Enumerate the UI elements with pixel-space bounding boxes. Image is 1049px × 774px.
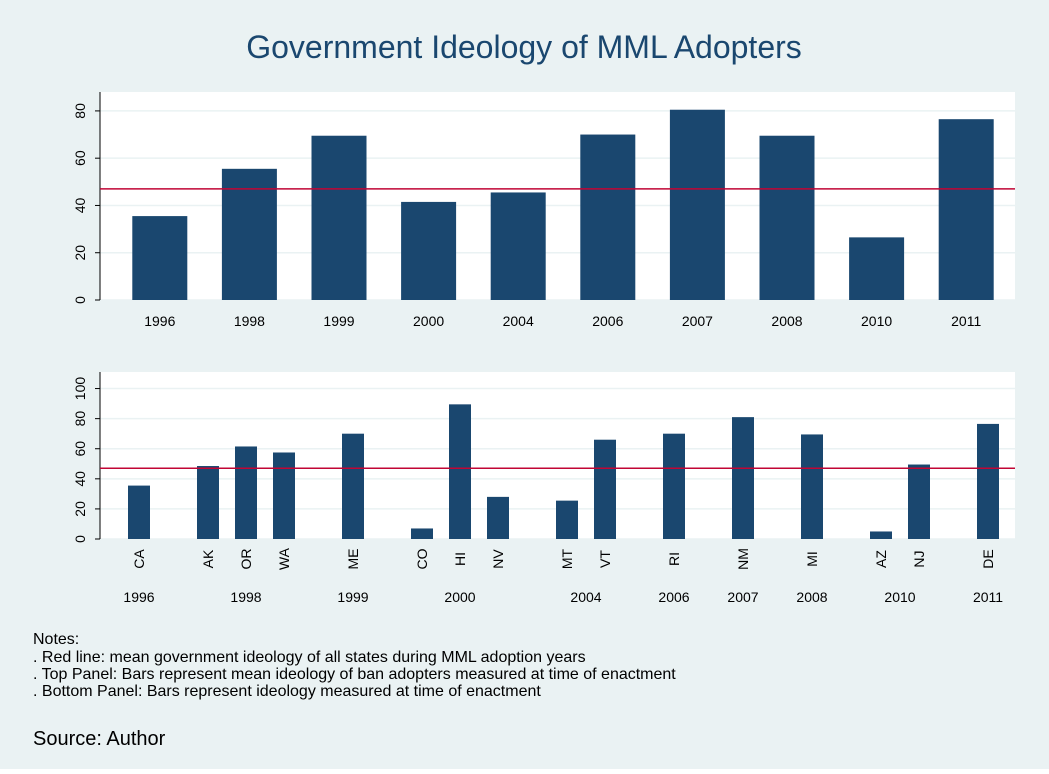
note: . Top Panel: Bars represent mean ideolog… — [33, 666, 676, 683]
bar — [732, 417, 754, 539]
bar — [311, 135, 367, 300]
x-tick-label: WA — [276, 547, 292, 570]
bar — [977, 423, 999, 539]
x-tick-label: RI — [666, 552, 682, 566]
x-tick-label: 1999 — [323, 313, 354, 329]
bar — [235, 446, 257, 539]
bar — [132, 216, 188, 300]
x-tick-label: AZ — [873, 550, 889, 568]
y-tick-label: 0 — [72, 535, 88, 543]
group-label: 2010 — [884, 589, 915, 605]
x-tick-label: NM — [735, 548, 751, 570]
y-tick-label: 100 — [72, 377, 88, 401]
bar — [449, 404, 471, 539]
y-tick-label: 60 — [72, 150, 88, 166]
group-label: 2000 — [444, 589, 475, 605]
bar — [938, 119, 994, 300]
x-tick-label: 2004 — [503, 313, 534, 329]
bar — [401, 201, 457, 300]
x-tick-label: OR — [238, 549, 254, 570]
note: . Red line: mean government ideology of … — [33, 649, 586, 666]
bar — [759, 135, 815, 300]
bar — [128, 485, 150, 539]
bar — [556, 500, 578, 539]
bar — [490, 192, 546, 300]
x-tick-label: 2010 — [861, 313, 892, 329]
bar — [849, 237, 905, 300]
bar — [411, 528, 433, 539]
x-tick-label: NV — [490, 549, 506, 569]
chart-title: Government Ideology of MML Adopters — [246, 29, 802, 65]
group-label: 2004 — [570, 589, 601, 605]
bar — [342, 433, 364, 539]
bar — [908, 464, 930, 539]
x-tick-label: MI — [804, 551, 820, 567]
group-label: 2006 — [658, 589, 689, 605]
x-tick-label: NJ — [911, 550, 927, 567]
bar — [870, 531, 892, 539]
y-tick-label: 60 — [72, 441, 88, 457]
y-tick-label: 40 — [72, 471, 88, 487]
x-tick-label: 2006 — [592, 313, 623, 329]
group-label: 1996 — [123, 589, 154, 605]
note: Notes: — [33, 631, 79, 648]
bar — [273, 452, 295, 539]
group-label: 2011 — [973, 589, 1003, 605]
bar — [197, 466, 219, 539]
x-tick-label: 2008 — [771, 313, 802, 329]
bar — [580, 134, 636, 300]
x-tick-label: DE — [980, 549, 996, 568]
y-tick-label: 80 — [72, 103, 88, 119]
x-tick-label: 1996 — [144, 313, 175, 329]
x-tick-label: ME — [345, 549, 361, 570]
x-tick-label: AK — [200, 549, 216, 568]
x-tick-label: 1998 — [234, 313, 265, 329]
x-tick-label: MT — [559, 548, 575, 569]
y-tick-label: 20 — [72, 501, 88, 517]
y-tick-label: 20 — [72, 245, 88, 261]
x-tick-label: VT — [597, 550, 613, 568]
group-label: 2008 — [796, 589, 827, 605]
y-tick-label: 80 — [72, 411, 88, 427]
x-tick-label: HI — [452, 552, 468, 566]
x-tick-label: 2000 — [413, 313, 444, 329]
bar — [221, 168, 277, 300]
group-label: 2007 — [727, 589, 758, 605]
y-tick-label: 0 — [72, 296, 88, 304]
bar — [487, 496, 509, 539]
group-label: 1998 — [230, 589, 261, 605]
bar — [594, 439, 616, 539]
x-tick-label: CA — [131, 549, 147, 569]
bar — [663, 433, 685, 539]
x-tick-label: CO — [414, 548, 430, 569]
source: Source: Author — [33, 728, 166, 750]
x-tick-label: 2011 — [951, 313, 981, 329]
bar — [669, 109, 725, 301]
bar — [801, 434, 823, 539]
note: . Bottom Panel: Bars represent ideology … — [33, 683, 541, 700]
x-tick-label: 2007 — [682, 313, 713, 329]
group-label: 1999 — [337, 589, 368, 605]
y-tick-label: 40 — [72, 197, 88, 213]
